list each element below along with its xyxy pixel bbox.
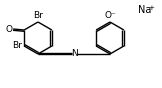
Text: Br: Br xyxy=(12,42,22,51)
Text: Na: Na xyxy=(138,5,151,15)
Text: O: O xyxy=(6,24,13,34)
Text: +: + xyxy=(148,5,154,11)
Text: O⁻: O⁻ xyxy=(104,12,116,21)
Text: N: N xyxy=(71,49,77,58)
Text: Br: Br xyxy=(33,12,43,21)
